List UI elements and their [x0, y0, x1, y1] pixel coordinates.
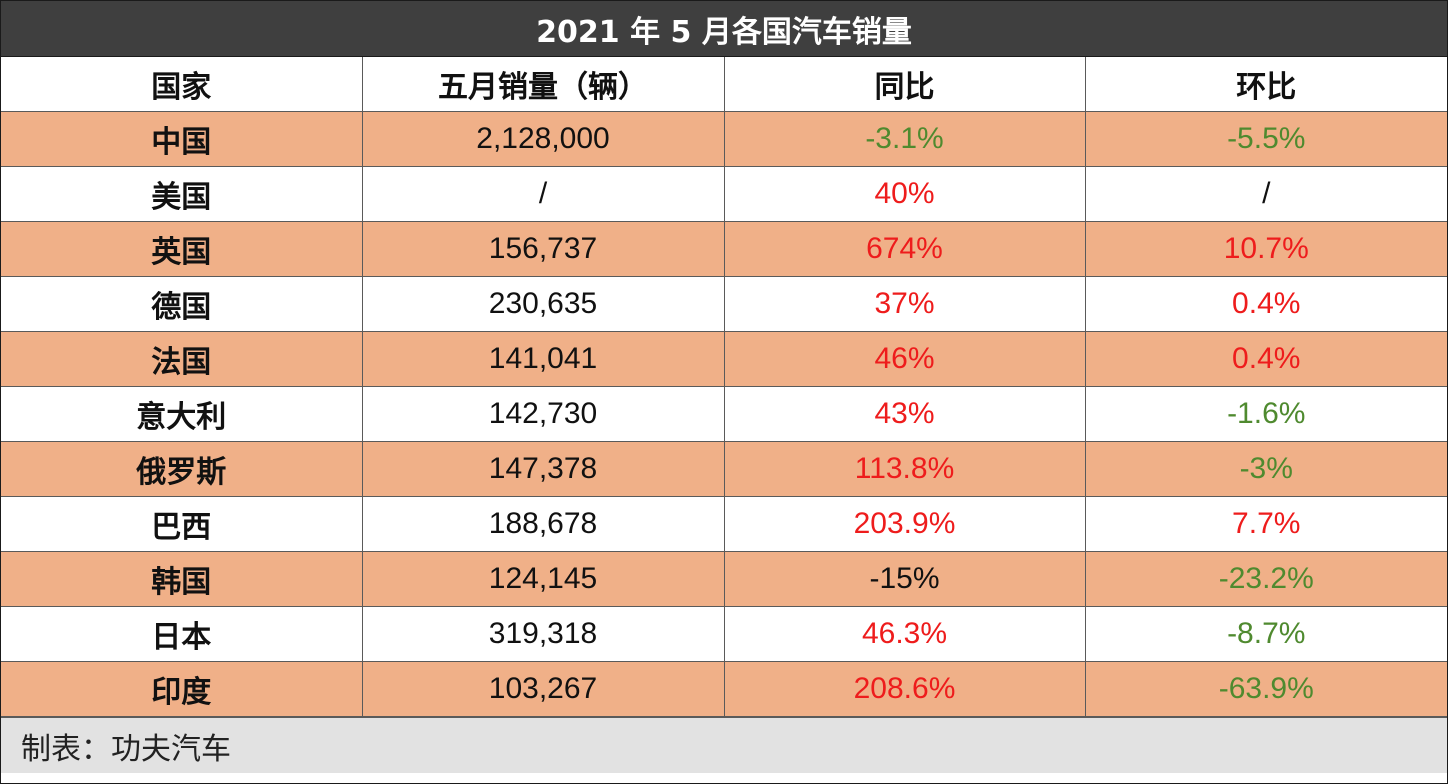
mom-cell: 0.4%	[1084, 276, 1447, 332]
table-body: 中国 2,128,000 -3.1% -5.5% 美国/40% / 英国 156,737 674…	[1, 111, 1447, 717]
country-cell: 法国	[1, 331, 363, 387]
table-row: 日本 319,318 46.3% -8.7%	[1, 606, 1447, 662]
yoy-cell: -3.1%	[723, 111, 1086, 167]
country-cell: 德国	[1, 276, 363, 332]
header-row: 国家 五月销量（辆） 同比 环比	[1, 57, 1447, 112]
country-cell: 韩国	[1, 551, 363, 607]
sales-cell: 319,318	[361, 606, 725, 662]
country-cell: 日本	[1, 606, 363, 662]
table-row: 中国 2,128,000 -3.1% -5.5%	[1, 111, 1447, 167]
header-mom: 环比	[1084, 57, 1447, 112]
country-cell: 印度	[1, 661, 363, 717]
country-cell: 中国	[1, 111, 363, 167]
mom-cell: -5.5%	[1084, 111, 1447, 167]
header-yoy: 同比	[723, 57, 1086, 112]
sales-cell: 147,378	[361, 441, 725, 497]
sales-cell: 103,267	[361, 661, 725, 717]
yoy-cell: -15%	[723, 551, 1086, 607]
sales-cell: 2,128,000	[361, 111, 725, 167]
sales-cell: 124,145	[361, 551, 725, 607]
table-row: 德国 230,635 37% 0.4%	[1, 276, 1447, 332]
yoy-cell: 46.3%	[723, 606, 1086, 662]
yoy-cell: 40%	[723, 166, 1086, 222]
header-country: 国家	[1, 57, 363, 112]
yoy-cell: 113.8%	[723, 441, 1086, 497]
mom-cell: 7.7%	[1084, 496, 1447, 552]
sales-cell: 188,678	[361, 496, 725, 552]
table-row: 意大利 142,730 43% -1.6%	[1, 386, 1447, 442]
mom-cell: -63.9%	[1084, 661, 1447, 717]
table-footer-credit: 制表：功夫汽车	[1, 717, 1447, 773]
mom-cell: -8.7%	[1084, 606, 1447, 662]
table-row: 俄罗斯 147,378 113.8% -3%	[1, 441, 1447, 497]
country-cell: 英国	[1, 221, 363, 277]
table-row: 印度 103,267 208.6% -63.9%	[1, 661, 1447, 717]
table-row: 韩国 124,145 -15% -23.2%	[1, 551, 1447, 607]
table-row: 法国 141,041 46% 0.4%	[1, 331, 1447, 387]
table-title: 2021 年 5 月各国汽车销量	[1, 1, 1447, 57]
table-row: 美国/40% /	[1, 166, 1447, 222]
mom-cell: -1.6%	[1084, 386, 1447, 442]
yoy-cell: 46%	[723, 331, 1086, 387]
sales-cell: 230,635	[361, 276, 725, 332]
sales-cell: 156,737	[361, 221, 725, 277]
yoy-cell: 674%	[723, 221, 1086, 277]
sales-cell: /	[361, 166, 725, 222]
mom-cell: -3%	[1084, 441, 1447, 497]
mom-cell: 10.7%	[1084, 221, 1447, 277]
mom-cell: -23.2%	[1084, 551, 1447, 607]
country-cell: 巴西	[1, 496, 363, 552]
table-row: 巴西 188,678 203.9% 7.7%	[1, 496, 1447, 552]
sales-table: 国家 五月销量（辆） 同比 环比 中国 2,128,000 -3.1% -5.5% 美国…	[1, 57, 1447, 717]
mom-cell: /	[1084, 166, 1447, 222]
sales-cell: 141,041	[361, 331, 725, 387]
country-cell: 意大利	[1, 386, 363, 442]
country-cell: 美国	[1, 166, 363, 222]
header-sales: 五月销量（辆）	[361, 57, 725, 112]
mom-cell: 0.4%	[1084, 331, 1447, 387]
yoy-cell: 203.9%	[723, 496, 1086, 552]
sales-cell: 142,730	[361, 386, 725, 442]
yoy-cell: 208.6%	[723, 661, 1086, 717]
country-cell: 俄罗斯	[1, 441, 363, 497]
table-row: 英国 156,737 674% 10.7%	[1, 221, 1447, 277]
yoy-cell: 43%	[723, 386, 1086, 442]
yoy-cell: 37%	[723, 276, 1086, 332]
